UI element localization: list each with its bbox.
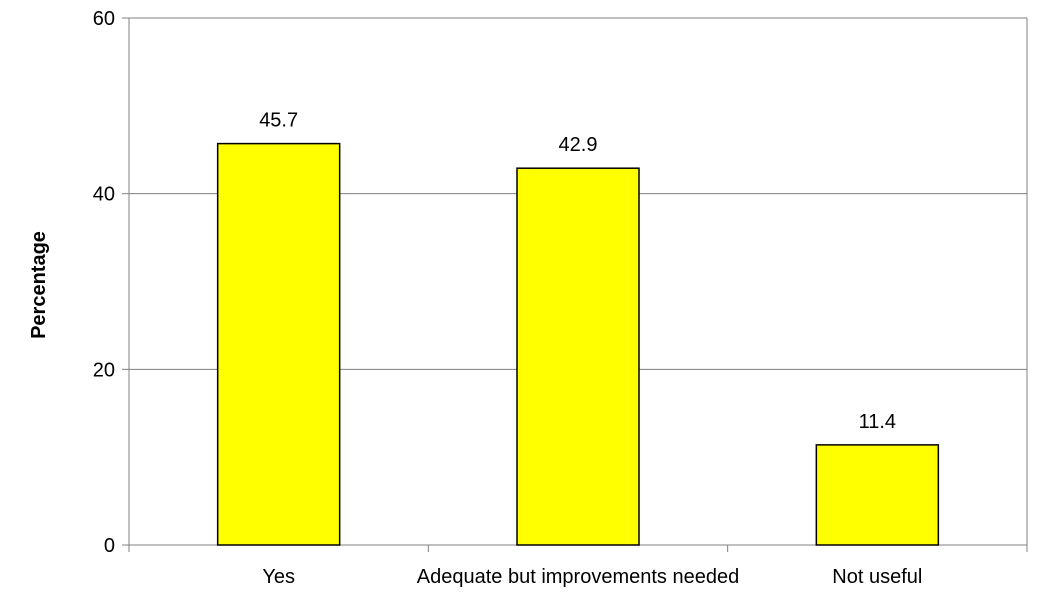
y-tick-labels: 0 20 40 60 (93, 8, 115, 557)
y-tick-label: 0 (104, 535, 115, 557)
category-label: Adequate but improvements needed (417, 566, 739, 588)
bar (815, 444, 940, 546)
y-tick-label: 20 (93, 359, 115, 381)
category-label: Yes (262, 566, 295, 588)
bar (216, 142, 341, 546)
category-labels: Yes Adequate but improvements needed Not u… (262, 566, 922, 588)
bars (216, 142, 940, 546)
y-tick-label: 40 (93, 184, 115, 206)
data-labels: 45.7 42.9 11.4 (259, 110, 896, 433)
y-tick-label: 60 (93, 8, 115, 30)
data-label: 45.7 (259, 110, 298, 132)
data-label: 42.9 (559, 134, 598, 156)
category-label: Not useful (832, 566, 922, 588)
data-label: 11.4 (859, 411, 896, 433)
bar (516, 167, 640, 546)
y-axis-title: Percentage (28, 231, 50, 339)
